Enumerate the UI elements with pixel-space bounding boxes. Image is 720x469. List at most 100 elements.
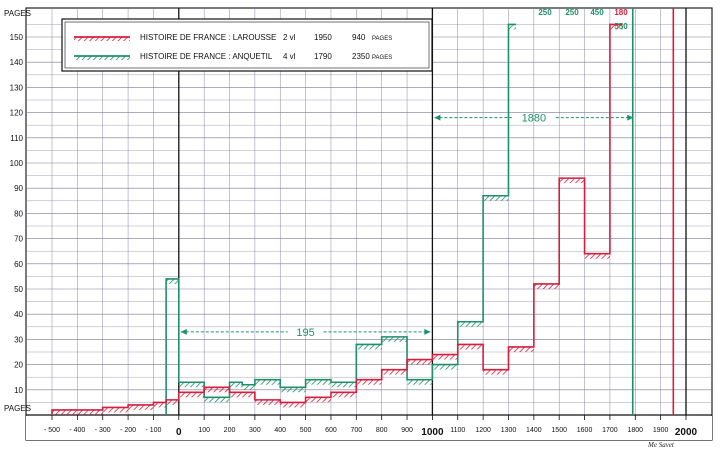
series-0-hatch xyxy=(330,392,357,398)
legend-label-0: HISTOIRE DE FRANCE : LAROUSSE xyxy=(140,33,276,42)
x-tick-label: - 100 xyxy=(145,427,161,434)
y-tick-label: 70 xyxy=(14,235,23,244)
y-tick-label: 140 xyxy=(10,58,24,67)
series-0-line xyxy=(51,23,623,415)
x-tick-label: 1200 xyxy=(475,427,491,434)
y-tick-label: 60 xyxy=(14,260,23,269)
series-0-hatch xyxy=(584,253,610,259)
series-0-hatch xyxy=(457,344,484,350)
x-tick-label: 1600 xyxy=(577,427,593,434)
series-1-hatch xyxy=(407,379,433,385)
series-1-hatch xyxy=(166,278,179,284)
series-1-hatch xyxy=(483,195,509,201)
y-tick-label: 110 xyxy=(10,134,23,143)
annotation-label: 1880 xyxy=(522,113,546,125)
x-tick-label: - 300 xyxy=(95,427,111,434)
legend-label-0: 2 vl xyxy=(283,33,296,42)
arrow-head xyxy=(180,328,187,335)
x-tick-label: 0 xyxy=(176,427,182,438)
series-layer xyxy=(51,8,675,415)
series-1-hatch xyxy=(432,364,458,370)
axis-band xyxy=(26,416,712,440)
legend-swatch-hatch-1 xyxy=(74,56,130,60)
x-tick-label: 1500 xyxy=(551,427,567,434)
x-tick-label: 1700 xyxy=(602,427,618,434)
series-0-hatch xyxy=(381,369,408,375)
x-tick-label: 800 xyxy=(376,427,388,434)
series-1-hatch xyxy=(457,321,484,327)
x-tick-label: 1000 xyxy=(421,427,444,438)
series-0-hatch xyxy=(432,354,458,360)
y-tick-label: 90 xyxy=(14,184,23,193)
series-0-hatch xyxy=(280,402,306,408)
x-tick-label: 700 xyxy=(350,427,362,434)
series-1-hatch xyxy=(305,379,331,385)
series-0-hatch xyxy=(204,387,230,393)
series-1 xyxy=(165,8,634,415)
legend-label-0: 1950 xyxy=(314,33,332,42)
legend-unit-1: PAGES xyxy=(372,55,392,61)
series-0-hatch xyxy=(305,397,331,403)
y-tick-label: 130 xyxy=(10,83,24,92)
legend-inner xyxy=(64,21,430,69)
x-unit-label: PAGES xyxy=(4,404,31,413)
off-scale-value: 550 xyxy=(614,22,628,31)
series-1-hatch xyxy=(381,336,408,342)
legend-label-1: 4 vl xyxy=(283,52,296,61)
legend-label-1: 2350 xyxy=(352,52,370,61)
x-tick-label: 600 xyxy=(325,427,337,434)
series-0-hatch xyxy=(407,359,433,365)
series-1-hatch xyxy=(280,387,306,393)
x-tick-label: 500 xyxy=(300,427,312,434)
y-tick-label: 20 xyxy=(14,361,23,370)
x-tick-label: - 200 xyxy=(120,427,136,434)
y-tick-label: 30 xyxy=(14,335,23,344)
series-0-hatch xyxy=(128,404,154,410)
series-0-hatch xyxy=(356,379,382,385)
legend-swatch-hatch-0 xyxy=(74,37,130,41)
series-1-hatch xyxy=(356,344,382,350)
arrow-head xyxy=(627,114,634,121)
series-1-hatch xyxy=(508,24,517,30)
x-tick-label: 100 xyxy=(198,427,210,434)
x-tick-label: - 500 xyxy=(44,427,60,434)
grid xyxy=(25,7,713,441)
x-tick-label: 1800 xyxy=(627,427,643,434)
x-tick-label: 1300 xyxy=(501,427,517,434)
series-0 xyxy=(51,8,675,415)
x-tick-label: 200 xyxy=(224,427,236,434)
off-scale-value: 450 xyxy=(590,8,604,17)
off-scale-value: 250 xyxy=(565,8,579,17)
x-tick-label: 2000 xyxy=(675,427,698,438)
x-tick-label: 300 xyxy=(249,427,261,434)
series-1-line xyxy=(165,23,517,415)
tick-layer: - 500 - 400 - 300 - 200 - 100 0 100 200 300 400 50… xyxy=(10,33,698,438)
series-0-hatch xyxy=(229,392,255,398)
annotation-layer: 195 1880 250 250 450 180 550 xyxy=(180,8,634,339)
off-scale-value: 180 xyxy=(614,8,628,17)
series-0-hatch xyxy=(52,409,103,415)
legend-label-1: 1790 xyxy=(314,52,332,61)
y-tick-label: 100 xyxy=(10,159,24,168)
series-1-hatch xyxy=(178,382,205,388)
signature: Me Savet xyxy=(647,441,675,449)
x-tick-label: - 400 xyxy=(69,427,85,434)
x-tick-label: 1900 xyxy=(653,427,669,434)
series-0-hatch xyxy=(508,346,534,352)
legend: HISTOIRE DE FRANCE : LAROUSSE 2 vl 1950 940… xyxy=(61,18,433,72)
x-tick-label: 900 xyxy=(401,427,413,434)
series-0-hatch xyxy=(559,178,585,184)
x-tick-label: 1400 xyxy=(526,427,542,434)
y-tick-label: 150 xyxy=(10,33,24,42)
x-tick-label: 1100 xyxy=(450,427,465,434)
y-unit-label: PAGES xyxy=(4,9,31,18)
y-tick-label: 50 xyxy=(14,285,23,294)
arrow-head xyxy=(424,328,431,335)
series-1-hatch xyxy=(229,382,243,388)
series-0-hatch xyxy=(166,399,179,405)
series-1-hatch xyxy=(242,384,255,390)
y-tick-label: 80 xyxy=(14,209,23,218)
series-0-hatch xyxy=(533,283,560,289)
plot-frame xyxy=(25,7,713,441)
